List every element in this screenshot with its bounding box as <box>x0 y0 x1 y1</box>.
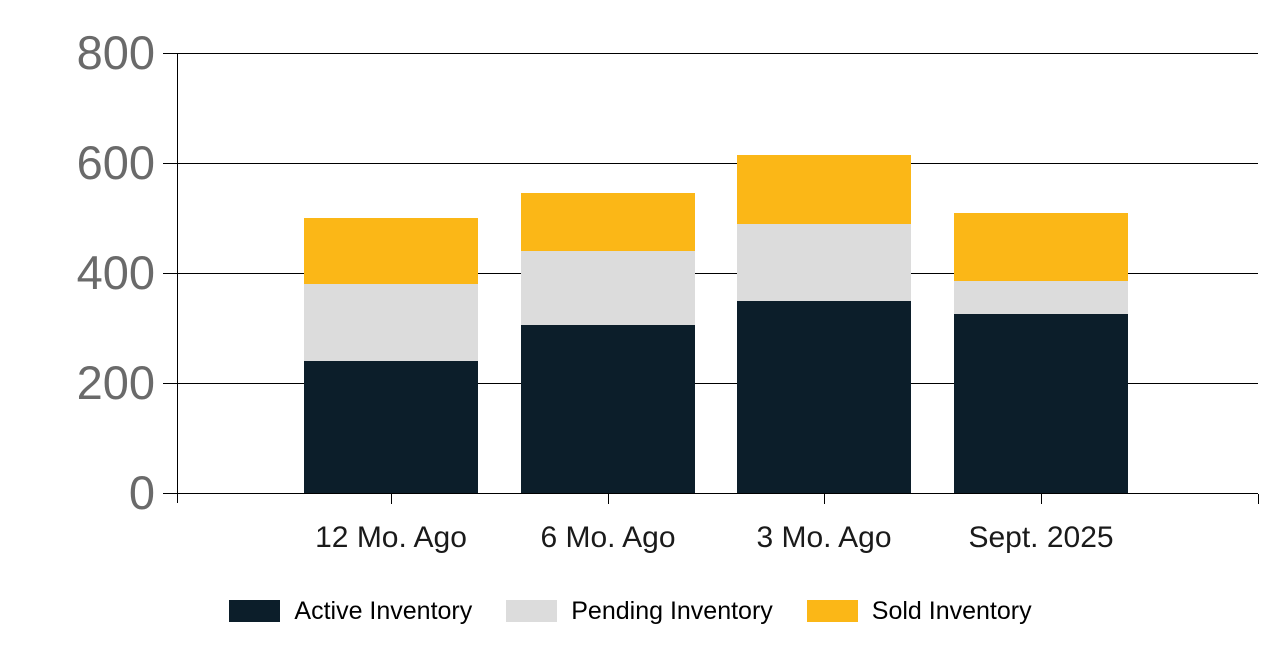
y-axis-tick-0 <box>163 493 177 494</box>
bar-segment-sold-inventory-12-mo-ago <box>304 218 478 284</box>
x-axis-tick-12-mo-ago <box>391 494 392 504</box>
bar-segment-pending-inventory-12-mo-ago <box>304 284 478 361</box>
y-gridline-400 <box>177 273 1258 274</box>
x-axis-tick-6-mo-ago <box>608 494 609 504</box>
bar-segment-sold-inventory-3-mo-ago <box>737 154 911 224</box>
x-axis-tick-3-mo-ago <box>824 494 825 504</box>
bar-segment-sold-inventory-6-mo-ago <box>521 193 695 252</box>
y-gridline-200 <box>177 383 1258 384</box>
y-axis-label-200: 200 <box>76 356 155 409</box>
legend-item-active-inventory: Active Inventory <box>229 596 472 626</box>
legend-item-sold-inventory: Sold Inventory <box>806 596 1032 626</box>
y-axis-label-0: 0 <box>128 466 155 519</box>
bar-segment-active-inventory-3-mo-ago <box>737 300 911 493</box>
legend-label-active-inventory: Active Inventory <box>294 597 473 625</box>
x-axis-label-sept-2025: Sept. 2025 <box>968 521 1114 554</box>
bar-segment-active-inventory-6-mo-ago <box>521 325 695 494</box>
x-axis-label-3-mo-ago: 3 Mo. Ago <box>756 521 892 554</box>
legend-swatch-active-inventory <box>229 600 281 622</box>
bar-segment-active-inventory-sept-2025 <box>954 314 1128 494</box>
y-gridline-0 <box>177 493 1258 494</box>
x-axis-end-tick-right <box>1258 494 1259 504</box>
legend-label-sold-inventory: Sold Inventory <box>871 597 1032 625</box>
bar-segment-pending-inventory-3-mo-ago <box>737 223 911 301</box>
bar-segment-pending-inventory-sept-2025 <box>954 281 1128 315</box>
bar-segment-sold-inventory-sept-2025 <box>954 212 1128 282</box>
bar-segment-pending-inventory-6-mo-ago <box>521 251 695 326</box>
x-axis-tick-sept-2025 <box>1041 494 1042 504</box>
legend-item-pending-inventory: Pending Inventory <box>506 596 773 626</box>
y-axis-label-400: 400 <box>76 246 155 299</box>
y-axis-tick-800 <box>163 53 177 54</box>
legend-swatch-sold-inventory <box>806 600 858 622</box>
y-axis-tick-600 <box>163 163 177 164</box>
chart-legend: Active Inventory Pending Inventory Sold In… <box>0 596 1261 626</box>
y-gridline-800 <box>177 53 1258 54</box>
y-axis-label-800: 800 <box>76 26 155 79</box>
y-axis-line <box>177 53 178 503</box>
y-axis-label-600: 600 <box>76 136 155 189</box>
y-axis-tick-400 <box>163 273 177 274</box>
bar-segment-active-inventory-12-mo-ago <box>304 361 478 493</box>
legend-swatch-pending-inventory <box>506 600 558 622</box>
legend-label-pending-inventory: Pending Inventory <box>571 597 773 625</box>
x-axis-label-6-mo-ago: 6 Mo. Ago <box>540 521 676 554</box>
y-gridline-600 <box>177 163 1258 164</box>
y-axis-tick-200 <box>163 383 177 384</box>
x-axis-label-12-mo-ago: 12 Mo. Ago <box>315 521 467 554</box>
